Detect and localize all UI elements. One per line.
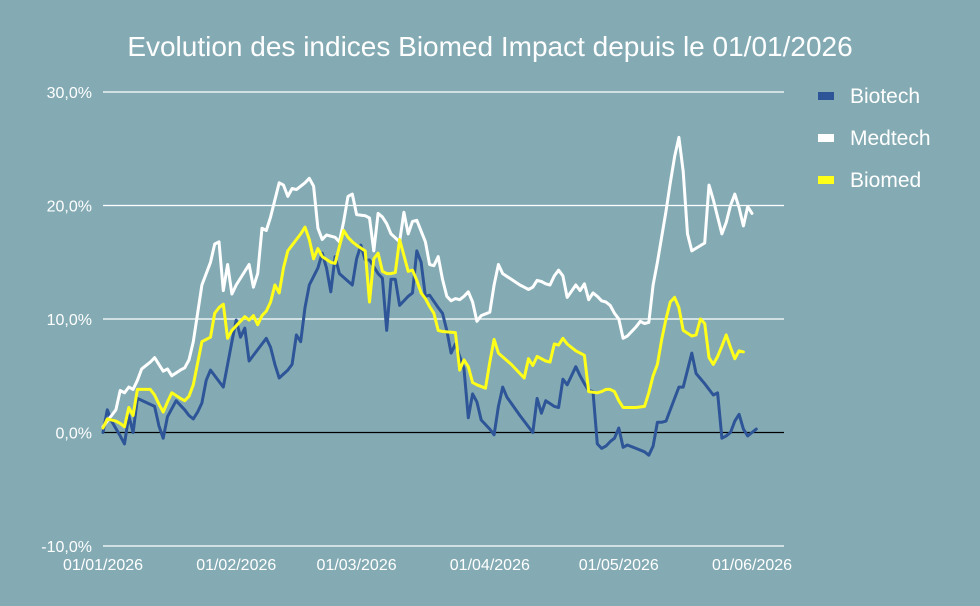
legend-label-biotech: Biotech xyxy=(850,85,920,108)
x-tick-label: 01/05/2026 xyxy=(579,557,659,574)
series-lines xyxy=(101,135,758,457)
x-tick-label: 01/02/2026 xyxy=(196,557,276,574)
y-tick-label: 30,0% xyxy=(47,85,92,102)
legend: Biotech Medtech Biomed xyxy=(818,85,931,192)
y-axis-ticks: 30,0% 20,0% 10,0% 0,0% -10,0% xyxy=(41,85,92,556)
series-line-biotech xyxy=(101,243,758,457)
legend-label-medtech: Medtech xyxy=(850,127,931,150)
y-tick-label: 10,0% xyxy=(47,312,92,329)
legend-label-biomed: Biomed xyxy=(850,169,921,192)
legend-swatch-medtech xyxy=(818,134,834,142)
x-axis-ticks: 01/01/2026 01/02/2026 01/03/2026 01/04/2026… xyxy=(63,557,792,574)
legend-swatch-biomed xyxy=(818,176,834,184)
chart-title: Evolution des indices Biomed Impact depu… xyxy=(127,31,852,62)
series-line-biomed xyxy=(101,225,745,430)
series-line-medtech xyxy=(101,135,754,429)
legend-swatch-biotech xyxy=(818,92,834,100)
y-tick-label: 20,0% xyxy=(47,199,92,216)
x-tick-label: 01/01/2026 xyxy=(63,557,143,574)
y-tick-label: 0,0% xyxy=(56,426,92,443)
y-tick-label: -10,0% xyxy=(41,539,92,556)
x-tick-label: 01/04/2026 xyxy=(450,557,530,574)
x-tick-label: 01/03/2026 xyxy=(317,557,397,574)
x-tick-label: 01/06/2026 xyxy=(712,557,792,574)
